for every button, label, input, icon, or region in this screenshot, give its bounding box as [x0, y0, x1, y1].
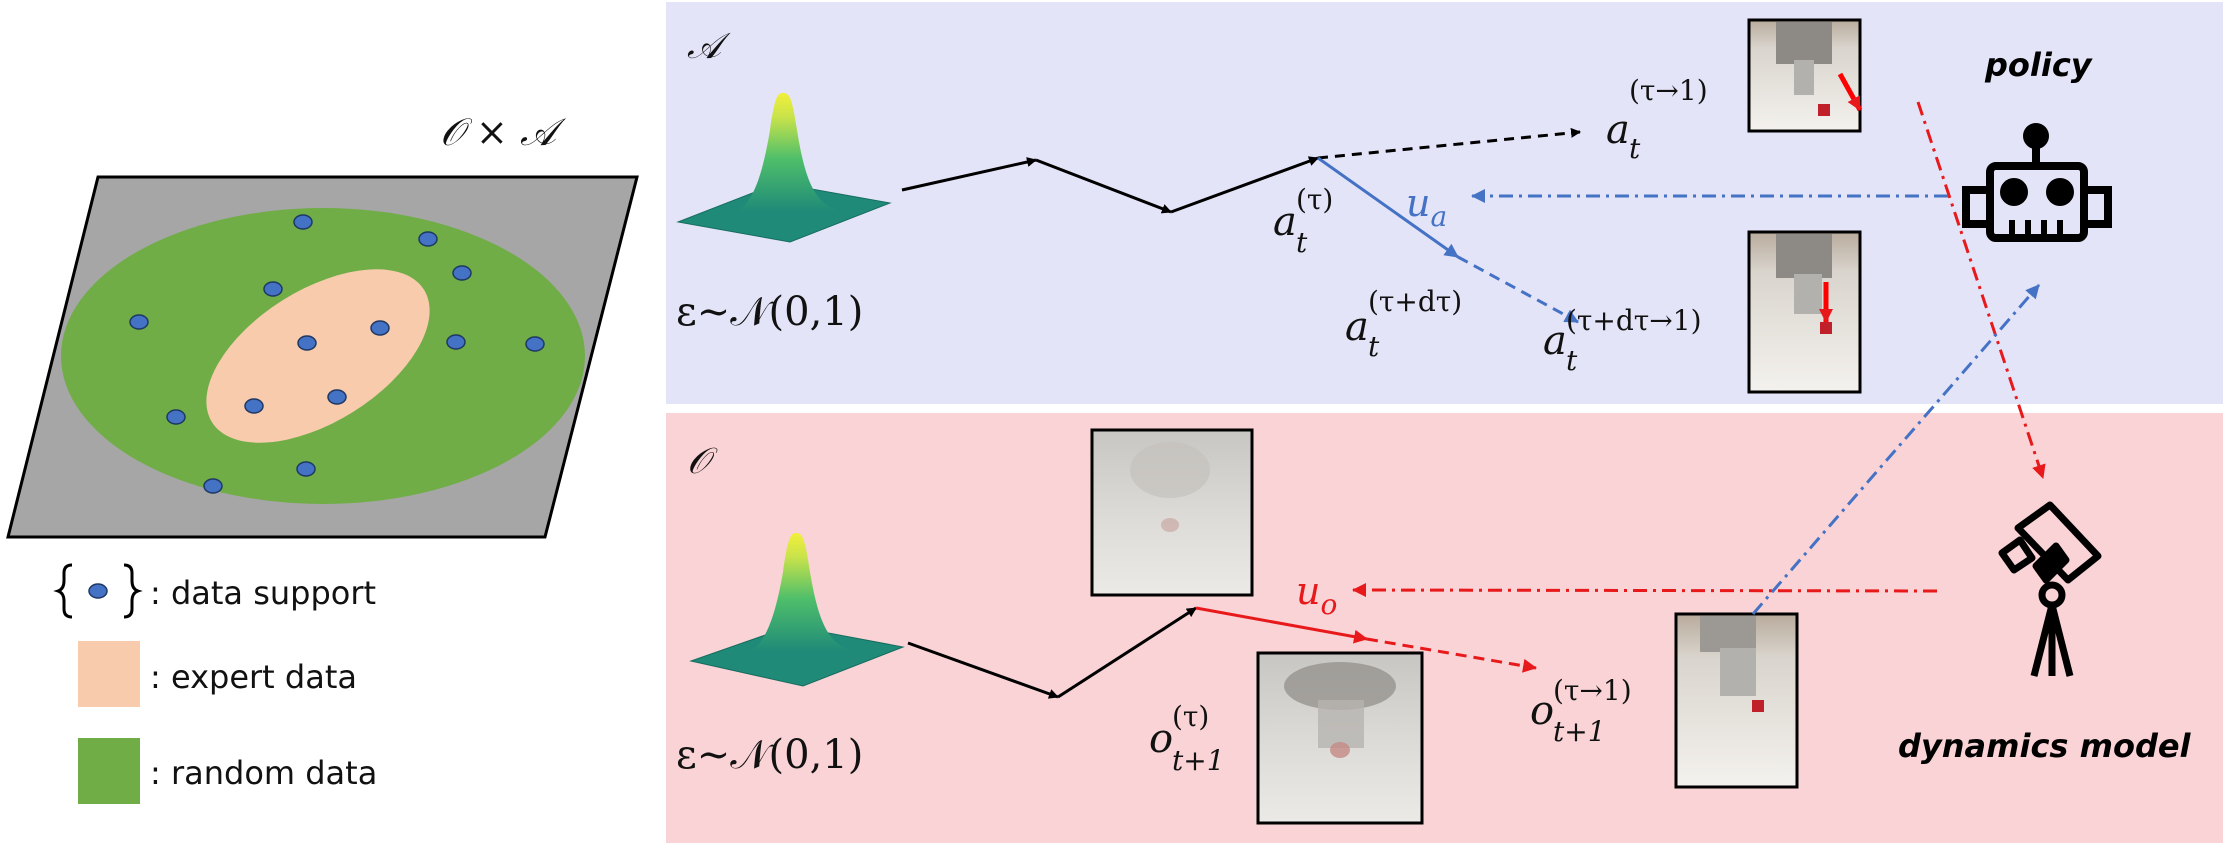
policy-label: policy: [1984, 46, 2093, 84]
svg-text:a: a: [1543, 318, 1567, 364]
svg-text:a: a: [1606, 107, 1630, 153]
support-point: [263, 281, 283, 297]
support-point: [446, 334, 466, 350]
action-trajectory: [901, 156, 1319, 214]
svg-text:t: t: [1296, 226, 1308, 259]
svg-text:t: t: [1566, 344, 1578, 377]
data-space-figure: 𝒪 × 𝒜: [6, 110, 639, 539]
support-point: [370, 320, 390, 336]
robot-image-action-bottom: [1747, 230, 1862, 394]
o-tau-label: o t+1 (τ): [1149, 700, 1225, 777]
policy-to-dynamics-link: [1916, 101, 2046, 479]
legend-support-label: : data support: [150, 574, 376, 612]
svg-text:(τ→1): (τ→1): [1629, 74, 1708, 107]
robot-image-action-top: [1747, 18, 1863, 133]
support-point: [418, 231, 438, 247]
support-point: [452, 265, 472, 281]
support-points: [129, 214, 545, 494]
dynamics-model-label: dynamics model: [1898, 727, 2192, 765]
observation-image-predicted: [1674, 612, 1799, 789]
noise-label-action: ε∼𝒩(0,1): [676, 289, 863, 335]
robot-icon: [1962, 123, 2112, 242]
svg-text:(τ+dτ): (τ+dτ): [1368, 285, 1462, 318]
observation-velocity-label: uo: [1296, 569, 1337, 621]
svg-text:a: a: [1345, 304, 1369, 350]
svg-text:a: a: [1273, 199, 1297, 245]
svg-text:(τ): (τ): [1296, 183, 1333, 216]
a-tau-label: a t (τ): [1273, 183, 1333, 259]
support-point: [297, 335, 317, 351]
svg-text:t: t: [1368, 330, 1380, 363]
support-point: [203, 478, 223, 494]
action-dtau-extrapolation-arrow: [1457, 255, 1579, 324]
telescope-icon: [1998, 501, 2102, 677]
support-point: [296, 461, 316, 477]
svg-text:(τ+dτ→1): (τ+dτ→1): [1566, 304, 1702, 337]
noise-label-observation: ε∼𝒩(0,1): [676, 732, 863, 778]
support-point: [327, 389, 347, 405]
legend-support-swatch: [53, 563, 143, 619]
svg-text:t: t: [1629, 132, 1641, 165]
expert-data-region: [206, 269, 430, 443]
gaussian-noise-observation: [689, 533, 905, 687]
legend: : data support : expert data : random da…: [53, 563, 377, 804]
observation-velocity-arrow: [1195, 606, 1368, 644]
observation-panel: [666, 413, 2223, 843]
svg-text:o: o: [1530, 688, 1554, 734]
observation-image-noisy-top: [1090, 428, 1254, 597]
support-point: [166, 409, 186, 425]
observation-extrapolation-arrow: [1366, 637, 1537, 673]
legend-random-label: : random data: [150, 754, 377, 792]
observation-trajectory: [907, 606, 1197, 699]
action-velocity-arrow: [1317, 156, 1459, 259]
dynamics-to-observation-link: [1352, 583, 1938, 598]
legend-random-swatch: [78, 738, 140, 804]
action-velocity-label: ua: [1406, 181, 1447, 233]
space-label: 𝒪 × 𝒜: [440, 110, 567, 154]
svg-text:t+1: t+1: [1553, 715, 1606, 748]
support-point: [525, 336, 545, 352]
svg-text:(τ→1): (τ→1): [1553, 674, 1632, 707]
svg-text:(τ): (τ): [1172, 700, 1209, 733]
a-next-label: a t (τ→1): [1606, 74, 1708, 165]
legend-expert-swatch: [78, 641, 140, 707]
action-extrapolation-arrow: [1317, 127, 1581, 160]
legend-expert-label: : expert data: [150, 658, 357, 696]
support-point: [129, 314, 149, 330]
observation-image-noisy-bottom: [1256, 651, 1424, 825]
a-dtau-next-label: a t (τ+dτ→1): [1543, 304, 1702, 377]
svg-text:t+1: t+1: [1172, 744, 1225, 777]
a-dtau-label: a t (τ+dτ): [1345, 285, 1462, 363]
svg-text:o: o: [1149, 716, 1173, 762]
support-point: [293, 214, 313, 230]
gaussian-noise-action: [676, 93, 892, 243]
support-point: [244, 398, 264, 414]
o-next-label: o t+1 (τ→1): [1530, 674, 1632, 748]
